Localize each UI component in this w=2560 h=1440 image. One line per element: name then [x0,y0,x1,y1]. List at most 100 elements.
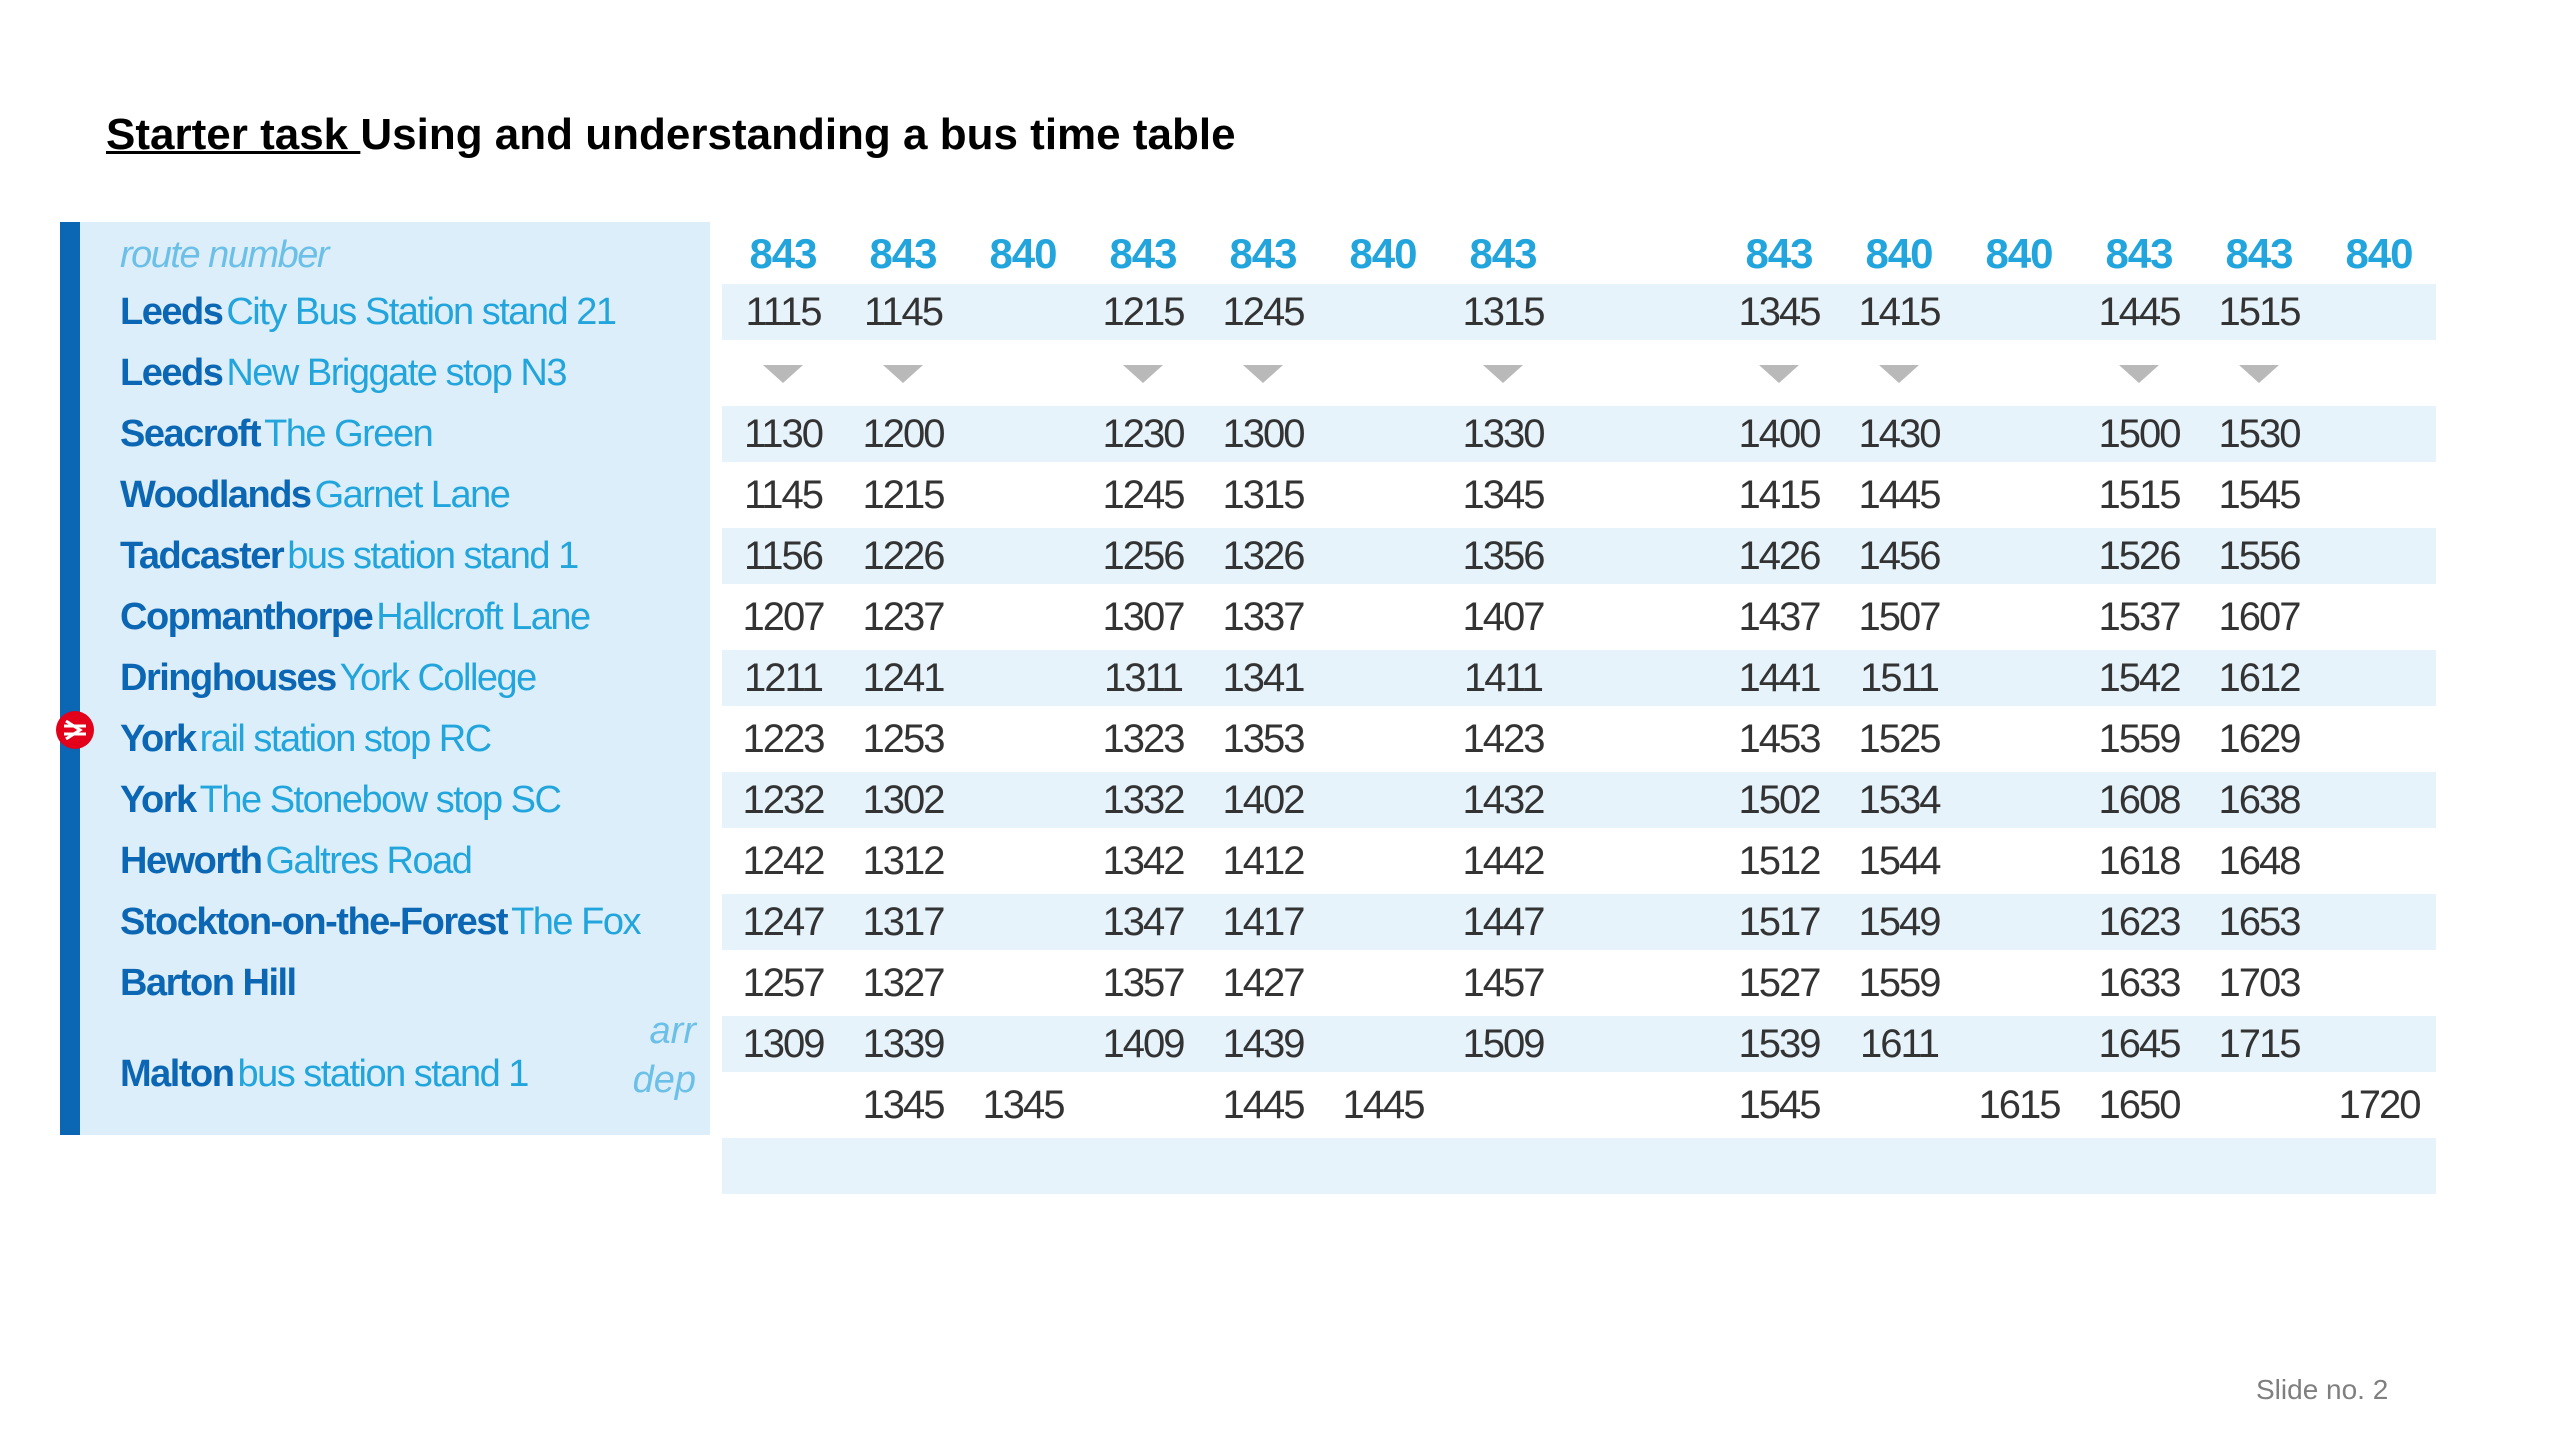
row-band [722,1138,2436,1194]
route-number-header: 843 [1229,230,1297,277]
title-underlined: Starter task [106,110,361,159]
time-cell: 1115 [745,290,822,334]
time-cell: 1537 [2098,595,2182,639]
time-cell: 1417 [1222,900,1306,944]
arrow-down-icon [1243,365,1283,383]
time-cell: 1648 [2218,839,2302,883]
stop-name-row: Woodlands Garnet Lane [120,465,720,526]
time-cell: 1353 [1222,717,1306,761]
time-cell: 1356 [1462,534,1546,578]
time-cell: 1257 [742,961,826,1005]
time-cell: 1653 [2218,900,2302,944]
time-cell: 1530 [2218,412,2302,456]
time-cell: 1441 [1738,656,1822,700]
time-cell: 1542 [2098,656,2182,700]
time-cell: 1345 [1462,473,1546,517]
time-cell: 1527 [1738,961,1822,1005]
time-cell: 1345 [982,1083,1066,1127]
time-cell: 1200 [862,412,946,456]
time-cell: 1400 [1738,412,1822,456]
stop-town: Heworth [120,840,263,882]
time-cell: 1445 [1222,1083,1306,1127]
time-cell: 1311 [1103,656,1184,700]
time-cell: 1559 [2098,717,2182,761]
route-number-header: 843 [1469,230,1537,277]
time-cell: 1232 [742,778,826,822]
stop-town: Barton Hill [120,962,297,1004]
time-cell: 1500 [2098,412,2182,456]
arrow-down-icon [1879,365,1919,383]
stop-name-row: Seacroft The Green [120,404,720,465]
stop-name-row: Leeds New Briggate stop N3 [120,343,720,404]
stop-place: New Briggate stop N3 [226,352,567,394]
time-cell: 1638 [2218,778,2302,822]
rail-station-icon [56,711,94,749]
time-cell: 1445 [2098,290,2182,334]
time-cell: 1445 [1342,1083,1426,1127]
stop-town: Dringhouses [120,657,337,699]
arrow-down-icon [2119,365,2159,383]
route-number-header: 840 [1985,230,2053,277]
time-cell: 1330 [1462,412,1546,456]
route-number-header: 843 [749,230,817,277]
stop-place: City Bus Station stand 21 [226,291,617,333]
time-cell: 1607 [2218,595,2302,639]
stop-town: Malton [120,1053,235,1095]
stop-place: The Green [264,413,434,455]
stop-place: Garnet Lane [314,474,511,516]
time-cell: 1650 [2098,1083,2182,1127]
time-cell: 1312 [862,839,946,883]
stop-names-panel: route number Leeds City Bus Station stand… [60,222,710,1135]
time-cell: 1207 [742,595,826,639]
stop-town: Leeds [120,291,224,333]
time-cell: 1432 [1462,778,1546,822]
time-cell: 1442 [1462,839,1546,883]
stop-place: bus station stand 1 [287,535,579,577]
time-cell: 1242 [742,839,826,883]
slide-number: Slide no. 2 [2256,1374,2389,1405]
time-cell: 1230 [1102,412,1186,456]
time-cell: 1253 [862,717,946,761]
time-cell: 1517 [1738,900,1822,944]
time-cell: 1402 [1222,778,1306,822]
time-cell: 1130 [743,412,824,456]
stop-name-row: Leeds City Bus Station stand 21 [120,282,720,343]
stop-place: rail station stop RC [199,718,493,760]
time-cell: 1339 [862,1022,946,1066]
time-cell: 1515 [2098,473,2182,517]
stop-name-row: York The Stonebow stop SC [120,770,720,831]
timetable-grid: 843 843 840 843 843 840 843 843 840 840 843 843 840 1… [722,222,2436,1194]
time-cell: 1623 [2098,900,2182,944]
time-cell: 1300 [1222,412,1306,456]
time-cell: 1618 [2098,839,2182,883]
route-number-header: 840 [1865,230,1933,277]
arrow-down-icon [2239,365,2279,383]
time-cell: 1633 [2098,961,2182,1005]
stop-town: Stockton-on-the-Forest [120,901,509,943]
time-cell: 1509 [1462,1022,1546,1066]
arrival-label: arr [649,1010,696,1052]
time-cell: 1315 [1222,473,1306,517]
route-number-header: 843 [869,230,937,277]
time-cell: 1720 [2338,1083,2422,1127]
time-cell: 1309 [742,1022,826,1066]
time-cell: 1327 [862,961,946,1005]
stop-name-row: Barton Hill [120,953,720,1014]
route-number-header: 840 [989,230,1057,277]
time-cell: 1511 [1859,656,1940,700]
arrow-down-icon [1483,365,1523,383]
time-cell: 1237 [862,595,946,639]
time-cell: 1245 [1222,290,1306,334]
time-cell: 1453 [1738,717,1822,761]
title-text: Using and understanding a bus time table [360,110,1236,159]
time-cell: 1226 [862,534,946,578]
time-cell: 1415 [1738,473,1822,517]
stop-town: Woodlands [120,474,312,516]
stop-place: The Stonebow stop SC [199,779,562,821]
time-cell: 1247 [742,900,826,944]
time-cell: 1323 [1102,717,1186,761]
arrow-down-icon [1759,365,1799,383]
time-cell: 1307 [1102,595,1186,639]
time-cell: 1241 [862,656,946,700]
